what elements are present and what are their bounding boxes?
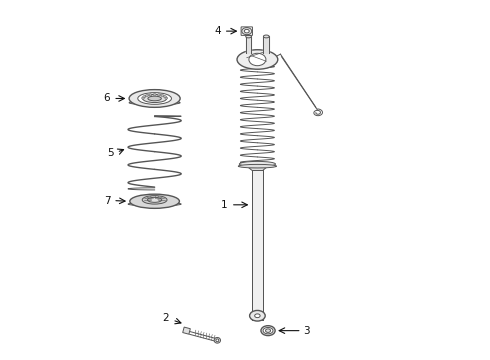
Ellipse shape xyxy=(266,329,270,332)
Ellipse shape xyxy=(146,95,148,96)
Ellipse shape xyxy=(157,94,160,96)
Ellipse shape xyxy=(149,94,152,96)
Text: 3: 3 xyxy=(303,326,310,336)
Polygon shape xyxy=(264,36,269,53)
Ellipse shape xyxy=(245,30,249,33)
Ellipse shape xyxy=(245,35,251,38)
Text: 5: 5 xyxy=(107,148,114,158)
Ellipse shape xyxy=(143,96,146,98)
Ellipse shape xyxy=(142,195,167,204)
Ellipse shape xyxy=(138,93,172,104)
Text: 1: 1 xyxy=(220,200,227,210)
Ellipse shape xyxy=(249,53,266,66)
Ellipse shape xyxy=(164,96,167,98)
Text: 4: 4 xyxy=(214,26,221,36)
Text: 2: 2 xyxy=(162,313,169,323)
Text: 6: 6 xyxy=(104,94,110,103)
Bar xyxy=(252,170,263,320)
Ellipse shape xyxy=(153,94,156,96)
Ellipse shape xyxy=(263,328,273,334)
Ellipse shape xyxy=(129,90,180,107)
Polygon shape xyxy=(248,168,266,170)
Ellipse shape xyxy=(239,161,275,167)
Ellipse shape xyxy=(255,314,260,318)
Ellipse shape xyxy=(264,35,269,38)
Ellipse shape xyxy=(216,339,219,342)
Ellipse shape xyxy=(237,50,278,69)
Ellipse shape xyxy=(261,326,275,336)
Ellipse shape xyxy=(214,337,220,343)
Ellipse shape xyxy=(143,94,167,103)
Polygon shape xyxy=(183,327,190,334)
Ellipse shape xyxy=(147,197,162,202)
Ellipse shape xyxy=(242,28,252,35)
Ellipse shape xyxy=(128,202,181,206)
Ellipse shape xyxy=(129,100,180,105)
Ellipse shape xyxy=(142,97,145,99)
Ellipse shape xyxy=(161,95,164,96)
Ellipse shape xyxy=(238,165,276,168)
Ellipse shape xyxy=(249,310,265,321)
Ellipse shape xyxy=(130,194,179,208)
Polygon shape xyxy=(245,36,251,53)
Ellipse shape xyxy=(148,96,161,101)
Ellipse shape xyxy=(165,97,168,99)
Text: 7: 7 xyxy=(104,195,110,206)
